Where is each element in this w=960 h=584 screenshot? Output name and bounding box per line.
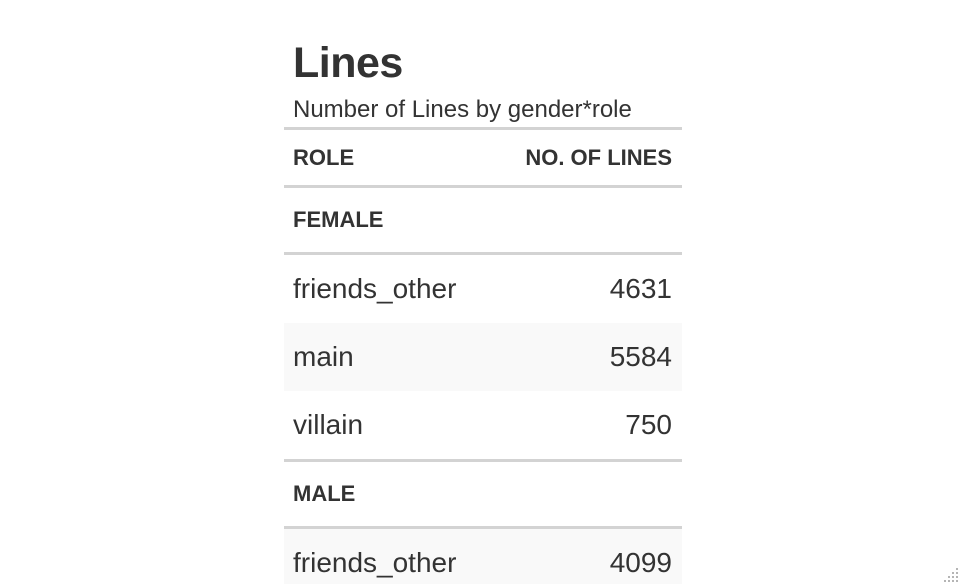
lines-cell: 4099 (492, 527, 682, 584)
group-label: FEMALE (284, 186, 682, 255)
header-row: ROLE NO. OF LINES (284, 128, 682, 187)
table-title: Lines (293, 39, 403, 87)
lines-cell: 5584 (492, 323, 682, 391)
table-row: villain 750 (284, 391, 682, 462)
table-row: main 5584 (284, 323, 682, 391)
lines-cell: 750 (492, 391, 682, 462)
group-row-male: MALE (284, 460, 682, 529)
table-body: FEMALE friends_other 4631 main 5584 vill… (284, 186, 682, 584)
role-cell: main (284, 323, 493, 391)
lines-table: ROLE NO. OF LINES FEMALE friends_other 4… (284, 127, 682, 584)
column-header-lines: NO. OF LINES (525, 144, 672, 170)
table-container: Lines Number of Lines by gender*role ROL… (284, 30, 682, 584)
table-row: friends_other 4631 (284, 254, 682, 324)
role-cell: villain (284, 391, 493, 462)
group-row-female: FEMALE (284, 186, 682, 255)
role-cell: friends_other (293, 273, 457, 304)
resize-grip-icon[interactable] (940, 564, 960, 584)
table-subtitle: Number of Lines by gender*role (293, 96, 632, 123)
table-row: friends_other 4099 (284, 527, 682, 584)
group-label: MALE (284, 460, 682, 529)
role-cell: friends_other (284, 527, 493, 584)
table-header: ROLE NO. OF LINES (284, 128, 682, 187)
column-header-role: ROLE (293, 144, 355, 170)
lines-cell: 4631 (609, 273, 672, 304)
